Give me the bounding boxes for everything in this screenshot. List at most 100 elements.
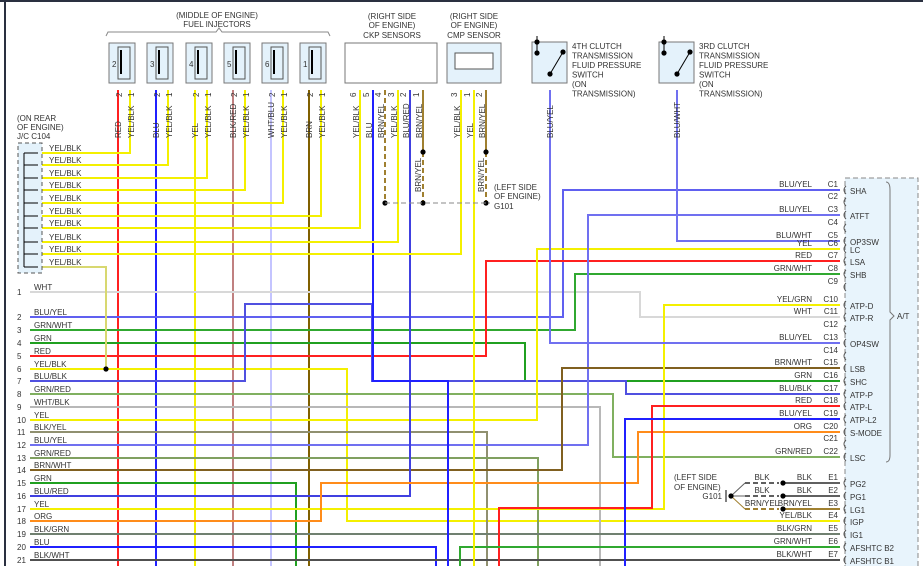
jc-row-10-wire: [40, 266, 107, 369]
window-frame-top: [0, 0, 923, 2]
c19-wire: [624, 418, 840, 566]
row-wire-label: GRN: [34, 474, 52, 483]
injector-wire-label: BRN: [305, 121, 314, 138]
jc-wire-label: YEL/BLK: [49, 169, 82, 178]
pin-id: C11: [824, 307, 839, 316]
row-number: 8: [17, 390, 22, 399]
injector-wire-label: YEL/BLK: [242, 105, 251, 138]
ground-id: G101: [494, 202, 514, 211]
e6-wire: [459, 546, 840, 566]
switch-label: SWITCH: [699, 71, 731, 80]
switch-label: (ON: [572, 80, 587, 89]
jc-row-3-wire: [40, 90, 208, 179]
ckp-pin: 5: [362, 92, 371, 97]
ckp-wire-label: BLU: [365, 122, 374, 138]
row-number: 5: [17, 352, 22, 361]
ground-location: (LEFT SIDE: [494, 183, 537, 192]
pin-id: C22: [823, 447, 838, 456]
pin-terminal: [843, 269, 847, 279]
ckp-location: OF ENGINE): [369, 21, 416, 30]
row-wire-label: YEL/BLK: [34, 360, 67, 369]
pin-id: C18: [823, 396, 838, 405]
clutch4-wire: [549, 90, 840, 344]
row-number: 4: [17, 339, 22, 348]
pin-id: C12: [823, 320, 838, 329]
cmp-wire-label: YEL/BLK: [453, 105, 462, 138]
injector-pin: 2: [115, 92, 124, 97]
jc-wire-label: YEL/BLK: [49, 156, 82, 165]
ground-location: OF ENGINE): [674, 483, 721, 492]
jc-wire-label: YEL/BLK: [49, 207, 82, 216]
injector-number: 4: [189, 60, 194, 69]
ground-wire-label: BRN/YEL: [745, 499, 780, 508]
pin-id: E5: [828, 524, 838, 533]
splice-dot: [103, 366, 109, 372]
pin-id: C5: [828, 231, 839, 240]
switch-contact: [687, 49, 693, 55]
ckp-location: (RIGHT SIDE: [368, 12, 416, 21]
pin-id: E3: [828, 499, 838, 508]
ground-location: OF ENGINE): [494, 192, 541, 201]
row-11-wire: [30, 431, 488, 566]
row-number: 17: [17, 505, 26, 514]
pin-wire-label: BLK/GRN: [777, 524, 812, 533]
row-number: 14: [17, 466, 26, 475]
switch-label: FLUID PRESSURE: [572, 61, 641, 70]
row-number: 10: [17, 416, 26, 425]
injector-wire-label: YEL/BLK: [204, 105, 213, 138]
pin-id: C20: [823, 422, 838, 431]
pin-wire-label: BLU/YEL: [779, 409, 812, 418]
pin-function: ATP-D: [850, 302, 874, 311]
cmp-pin: 3: [450, 92, 459, 97]
pin-terminal: [843, 389, 847, 399]
pin-terminal: [843, 516, 847, 526]
row-number: 18: [17, 517, 26, 526]
pin-id: C16: [823, 371, 838, 380]
injectors-bracket: [105, 27, 331, 37]
pin-id: E4: [828, 511, 838, 520]
injector-pin: 1: [127, 92, 136, 97]
injector-pin: 1: [204, 92, 213, 97]
pin-function: AFSHTC B2: [850, 544, 895, 553]
jc-location: (ON REAR: [17, 114, 56, 123]
row-number: 9: [17, 403, 22, 412]
pin-wire-label: BLU/BLK: [779, 384, 813, 393]
jc-wire-label: YEL/BLK: [49, 245, 82, 254]
jc-wire-label: YEL/BLK: [49, 181, 82, 190]
injector-coil-icon: [232, 46, 246, 80]
cmp-splice-wire-label: BRN/YEL: [477, 157, 486, 192]
ground-id: G101: [702, 492, 722, 501]
injector-pin: 1: [165, 92, 174, 97]
cmp-title: CMP SENSOR: [447, 31, 501, 40]
row-number: 2: [17, 313, 22, 322]
pin-terminal: [843, 185, 847, 195]
jc-row-6-wire: [40, 90, 322, 217]
pin-function: ATFT: [850, 212, 870, 221]
ckp-title: CKP SENSORS: [363, 31, 421, 40]
ckp-wire-label: BRN/YEL: [415, 103, 424, 138]
row-number: 6: [17, 365, 22, 374]
pin-terminal: [843, 452, 847, 462]
ckp-pin: 4: [374, 92, 383, 97]
jc-row-1-wire: [40, 90, 131, 154]
jc-title: J/C C104: [17, 132, 51, 141]
cmp-location: (RIGHT SIDE: [450, 12, 498, 21]
pin-wire-label: GRN: [794, 371, 812, 380]
pin-terminal: [843, 401, 847, 411]
pin-terminal: [843, 256, 847, 266]
pin-wire-label: GRN/WHT: [774, 537, 812, 546]
row-8-wire: [30, 393, 840, 458]
injectors-location: (MIDDLE OF ENGINE): [176, 11, 258, 20]
row-wire-label: ORG: [34, 512, 52, 521]
row-number: 13: [17, 454, 26, 463]
pin-id: C6: [828, 239, 839, 248]
row-number: 7: [17, 377, 22, 386]
injector-coil-icon: [270, 46, 284, 80]
pin-function: SHA: [850, 187, 867, 196]
injector-coil-icon: [155, 46, 169, 80]
switch-label: TRANSMISSION: [699, 52, 760, 61]
pin-wire-label: BLK: [797, 486, 813, 495]
pin-terminal: [843, 223, 847, 233]
pin-terminal: [843, 491, 847, 501]
ckp-sensors: [344, 42, 438, 84]
